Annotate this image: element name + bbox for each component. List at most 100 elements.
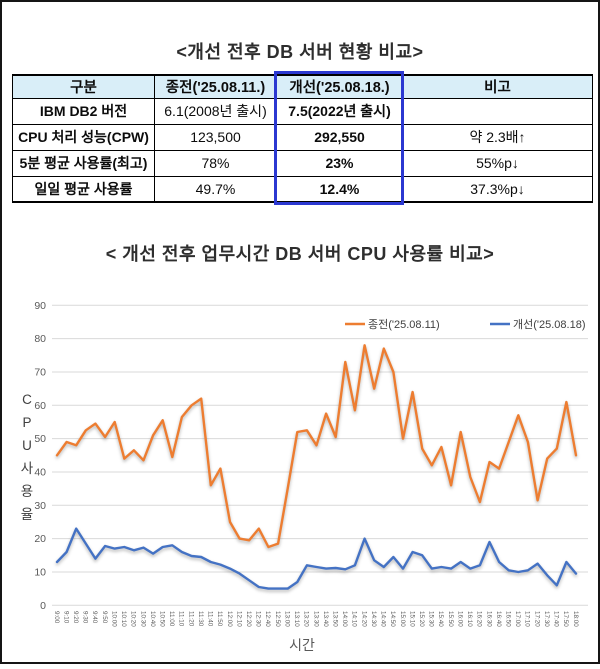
y-axis-title-char: 사: [21, 461, 34, 476]
legend-label-1: 개선('25.08.18): [513, 318, 586, 331]
x-tick-label: 14:50: [389, 611, 396, 627]
cpu-usage-line-chart: 0 10 20 30 40 50 60 70 80 90 9:00 9:10 9:20 9:30 9:40 9…: [2, 284, 600, 664]
series-line-0: [55, 344, 578, 549]
x-tick-label: 11:50: [216, 611, 223, 627]
x-tick-label: 9:10: [62, 611, 69, 624]
column-header-0: 구분: [12, 74, 155, 99]
x-tick-label: 14:10: [351, 611, 358, 627]
x-tick-label: 17:50: [562, 611, 569, 627]
comparison-table-header: 구분 종전('25.08.11.) 개선('25.08.18.) 비고: [12, 74, 593, 99]
x-tick-label: 13:00: [283, 611, 290, 627]
x-tick-label: 10:20: [130, 611, 137, 627]
y-tick-label: 50: [34, 433, 46, 445]
x-tick-label: 17:20: [533, 611, 540, 627]
table-row: 일일 평균 사용률 49.7% 12.4% 37.3%p↓: [12, 175, 593, 203]
table-row: IBM DB2 버전 6.1(2008년 출시) 7.5(2022년 출시): [12, 97, 593, 125]
column-header-3: 비고: [402, 74, 593, 99]
cell-r2c1: 78%: [154, 149, 277, 177]
cell-r2c0: 5분 평균 사용률(최고): [12, 149, 155, 177]
y-axis-title-char: U: [22, 438, 32, 453]
x-tick-label: 14:00: [341, 611, 348, 627]
x-tick-label: 16:40: [495, 611, 502, 627]
x-tick-label: 12:40: [264, 611, 271, 627]
x-tick-label: 17:40: [553, 611, 560, 627]
cell-r1c2: 292,550: [276, 123, 403, 151]
x-tick-label: 15:10: [408, 611, 415, 627]
series-line-1: [55, 527, 578, 590]
cell-r1c1: 123,500: [154, 123, 277, 151]
cell-r3c3: 37.3%p↓: [402, 175, 593, 203]
x-tick-label: 9:30: [82, 611, 89, 624]
column-header-1: 종전('25.08.11.): [154, 74, 277, 99]
legend-label-0: 종전('25.08.11): [368, 318, 440, 331]
x-tick-label: 11:10: [178, 611, 185, 627]
chart-canvas: 0 10 20 30 40 50 60 70 80 90 9:00 9:10 9:20 9:30 9:40 9…: [21, 300, 588, 653]
x-tick-label: 13:10: [293, 611, 300, 627]
x-tick-label: 17:00: [514, 611, 521, 627]
cell-r2c2: 23%: [276, 149, 403, 177]
y-axis-title-char: P: [22, 415, 31, 430]
x-tick-label: 15:50: [447, 611, 454, 627]
x-tick-label: 13:20: [303, 611, 310, 627]
table-row: 5분 평균 사용률(최고) 78% 23% 55%p↓: [12, 149, 593, 177]
cell-r1c0: CPU 처리 성능(CPW): [12, 123, 155, 151]
cell-r0c0: IBM DB2 버전: [12, 97, 155, 125]
x-tick-label: 12:10: [235, 611, 242, 627]
cell-r2c3: 55%p↓: [402, 149, 593, 177]
x-tick-label: 13:50: [332, 611, 339, 627]
x-tick-label: 17:10: [524, 611, 531, 627]
table-row: CPU 처리 성능(CPW) 123,500 292,550 약 2.3배↑: [12, 123, 593, 151]
x-tick-label: 13:40: [322, 611, 329, 627]
x-tick-label: 11:30: [197, 611, 204, 627]
x-tick-label: 10:40: [149, 611, 156, 627]
y-tick-label: 0: [40, 600, 46, 612]
x-tick-label: 10:30: [139, 611, 146, 627]
y-tick-label: 70: [34, 366, 46, 378]
x-tick-label: 12:20: [245, 611, 252, 627]
x-tick-label: 10:10: [120, 611, 127, 627]
x-tick-label: 14:40: [380, 611, 387, 627]
y-axis-title-char: 용: [21, 484, 33, 499]
x-tick-label: 16:50: [505, 611, 512, 627]
cell-r3c1: 49.7%: [154, 175, 277, 203]
y-tick-label: 80: [34, 333, 46, 345]
x-tick-label: 15:20: [418, 611, 425, 627]
x-tick-label: 18:00: [572, 611, 579, 627]
y-tick-label: 60: [34, 400, 46, 412]
table-section-title: <개선 전후 DB 서버 현황 비교>: [176, 42, 424, 62]
x-tick-label: 15:00: [399, 611, 406, 627]
y-tick-label: 30: [34, 500, 46, 512]
x-tick-label: 11:00: [168, 611, 175, 627]
x-axis-title: 시간: [289, 637, 315, 653]
y-tick-label: 40: [34, 466, 46, 478]
cell-r1c3: 약 2.3배↑: [402, 123, 593, 151]
x-tick-label: 16:10: [466, 611, 473, 627]
y-axis-title-char: 율: [21, 507, 33, 522]
x-tick-label: 9:50: [101, 611, 108, 624]
x-tick-label: 16:20: [476, 611, 483, 627]
x-tick-label: 11:40: [207, 611, 214, 627]
cell-r3c0: 일일 평균 사용률: [12, 175, 155, 203]
comparison-table: 구분 종전('25.08.11.) 개선('25.08.18.) 비고 IBM DB2…: [12, 74, 593, 203]
x-tick-label: 10:00: [110, 611, 117, 627]
x-tick-label: 14:20: [360, 611, 367, 627]
y-tick-label: 20: [34, 533, 46, 545]
x-tick-label: 13:30: [312, 611, 319, 627]
cell-r0c1: 6.1(2008년 출시): [154, 97, 277, 125]
x-tick-label: 15:40: [437, 611, 444, 627]
x-tick-label: 16:30: [485, 611, 492, 627]
x-tick-label: 17:30: [543, 611, 550, 627]
x-tick-label: 16:00: [456, 611, 463, 627]
column-header-2: 개선('25.08.18.): [276, 74, 403, 99]
x-tick-label: 15:30: [428, 611, 435, 627]
x-tick-label: 9:00: [53, 611, 60, 624]
y-tick-label: 90: [34, 300, 46, 312]
x-tick-label: 9:40: [91, 611, 98, 624]
y-tick-label: 10: [34, 566, 46, 578]
x-tick-label: 12:00: [226, 611, 233, 627]
y-axis-title-char: C: [22, 392, 32, 407]
x-tick-label: 12:30: [255, 611, 262, 627]
cell-r0c3: [402, 97, 593, 125]
x-tick-label: 10:50: [159, 611, 166, 627]
